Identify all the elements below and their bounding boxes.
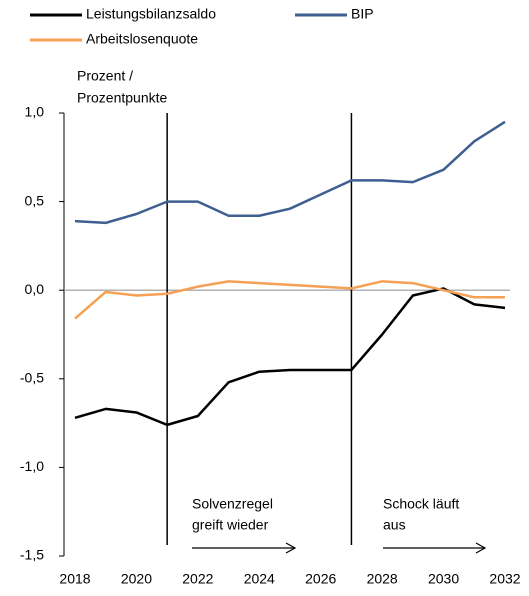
arrow-head — [285, 542, 297, 554]
y-tick-label: -0,5 — [20, 370, 44, 386]
x-tick-label: 2030 — [428, 571, 459, 587]
y-tick-label: -1,5 — [20, 547, 44, 563]
x-tick-label: 2020 — [121, 571, 152, 587]
x-tick-label: 2028 — [367, 571, 398, 587]
arrow-head — [475, 542, 487, 554]
y-tick-label: 1,0 — [25, 104, 45, 120]
x-tick-label: 2018 — [59, 571, 90, 587]
y-tick-label: 0,5 — [25, 192, 45, 208]
series-line — [74, 280, 505, 320]
x-tick-label: 2024 — [244, 571, 275, 587]
legend-label: BIP — [351, 6, 374, 22]
annotation: aus — [383, 517, 406, 533]
series-line — [74, 120, 506, 225]
y-tick-label: 0,0 — [25, 281, 45, 297]
annotation: greift wieder — [192, 517, 269, 533]
x-tick-label: 2032 — [489, 571, 520, 587]
legend-label: Leistungsbilanzsaldo — [86, 6, 216, 22]
x-tick-label: 2026 — [305, 571, 336, 587]
series-line — [74, 287, 506, 427]
y-tick-label: -1,0 — [20, 458, 44, 474]
x-tick-label: 2022 — [182, 571, 213, 587]
y-axis-label: Prozent / — [77, 68, 133, 84]
legend-label: Arbeitslosenquote — [86, 31, 198, 47]
annotation: Schock läuft — [383, 496, 459, 512]
y-axis-label: Prozentpunkte — [77, 90, 167, 106]
annotation: Solvenzregel — [192, 496, 273, 512]
